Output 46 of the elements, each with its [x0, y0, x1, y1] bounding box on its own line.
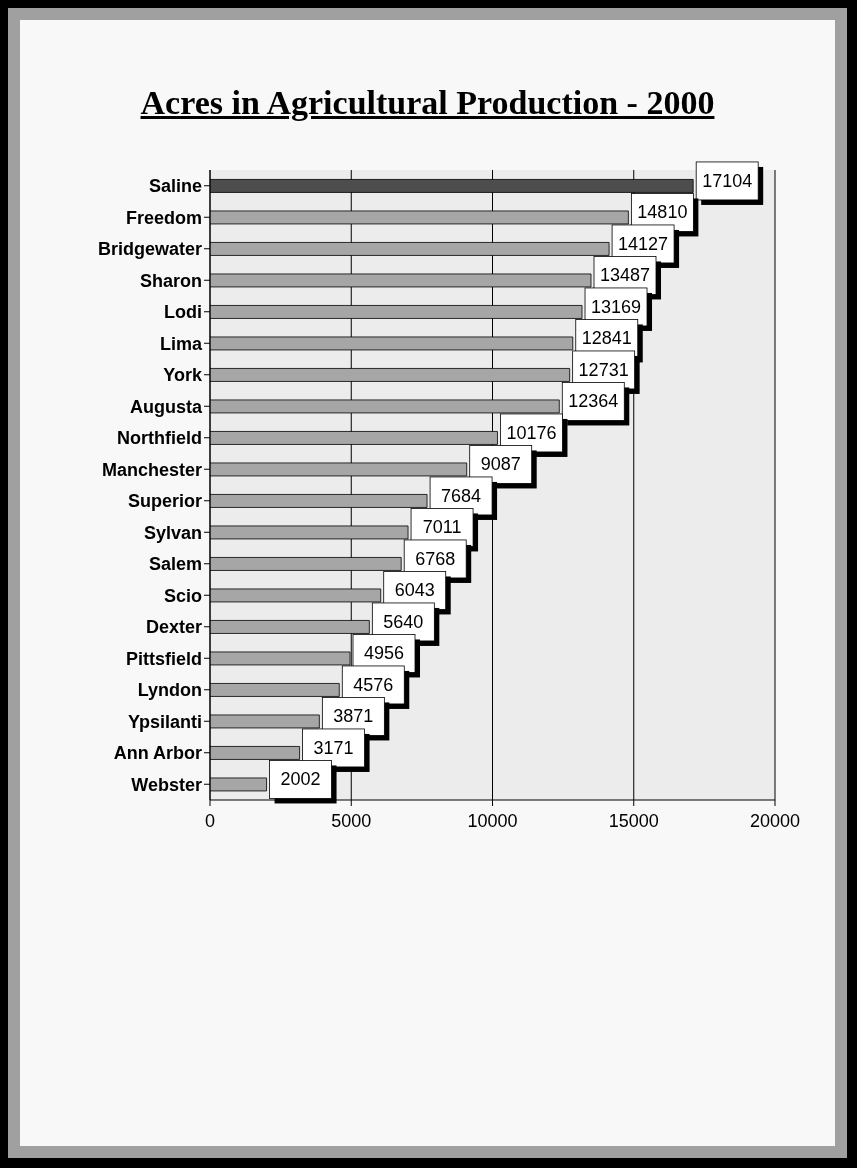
x-tick-label: 0	[204, 810, 216, 831]
data-label: 13169	[590, 296, 642, 317]
y-tick-label: Lodi	[164, 302, 202, 323]
data-label: 6043	[394, 580, 435, 601]
data-label: 7684	[441, 485, 482, 506]
y-tick-label: Superior	[127, 491, 202, 512]
y-tick-label: Northfield	[117, 428, 202, 449]
y-tick-label: Webster	[131, 774, 202, 795]
data-label: 10176	[506, 422, 557, 443]
y-tick-label: Ann Arbor	[113, 743, 202, 764]
data-label: 14127	[618, 233, 669, 254]
y-tick-label: Manchester	[101, 459, 202, 480]
data-label: 12731	[578, 359, 629, 380]
data-label: 13487	[599, 265, 651, 286]
y-tick-label: Ypsilanti	[127, 711, 202, 732]
y-tick-label: Bridgewater	[97, 239, 202, 260]
data-label: 4576	[353, 674, 394, 695]
data-label: 4956	[363, 643, 405, 664]
y-tick-label: Augusta	[130, 396, 203, 417]
y-tick-label: Lyndon	[137, 680, 202, 701]
data-label: 12841	[581, 328, 632, 349]
data-label: 3171	[313, 737, 354, 758]
y-tick-label: York	[163, 365, 203, 386]
y-tick-label: Pittsfield	[125, 648, 202, 669]
y-tick-label: Dexter	[145, 617, 202, 638]
x-tick-label: 15000	[608, 810, 659, 831]
y-tick-label: Sharon	[139, 270, 202, 291]
y-tick-label: Saline	[148, 176, 202, 197]
y-tick-label: Freedom	[125, 207, 202, 228]
x-tick-label: 10000	[467, 810, 518, 831]
data-label: 14810	[637, 202, 688, 223]
data-label: 17104	[702, 170, 753, 191]
data-label: 9087	[480, 454, 521, 475]
data-label: 12364	[568, 391, 619, 412]
y-tick-label: Scio	[163, 585, 202, 606]
data-label: 5640	[383, 611, 424, 632]
data-label: 7011	[422, 517, 462, 538]
y-tick-label: Sylvan	[143, 522, 202, 543]
data-label: 6768	[415, 548, 456, 569]
y-tick-label: Lima	[159, 333, 203, 354]
data-label: 2002	[280, 769, 321, 790]
x-tick-label: 20000	[749, 810, 801, 831]
y-tick-label: Salem	[148, 554, 202, 575]
chart-title: Acres in Agricultural Production - 2000	[139, 84, 716, 122]
x-tick-label: 5000	[331, 810, 372, 831]
data-label: 3871	[333, 706, 374, 727]
